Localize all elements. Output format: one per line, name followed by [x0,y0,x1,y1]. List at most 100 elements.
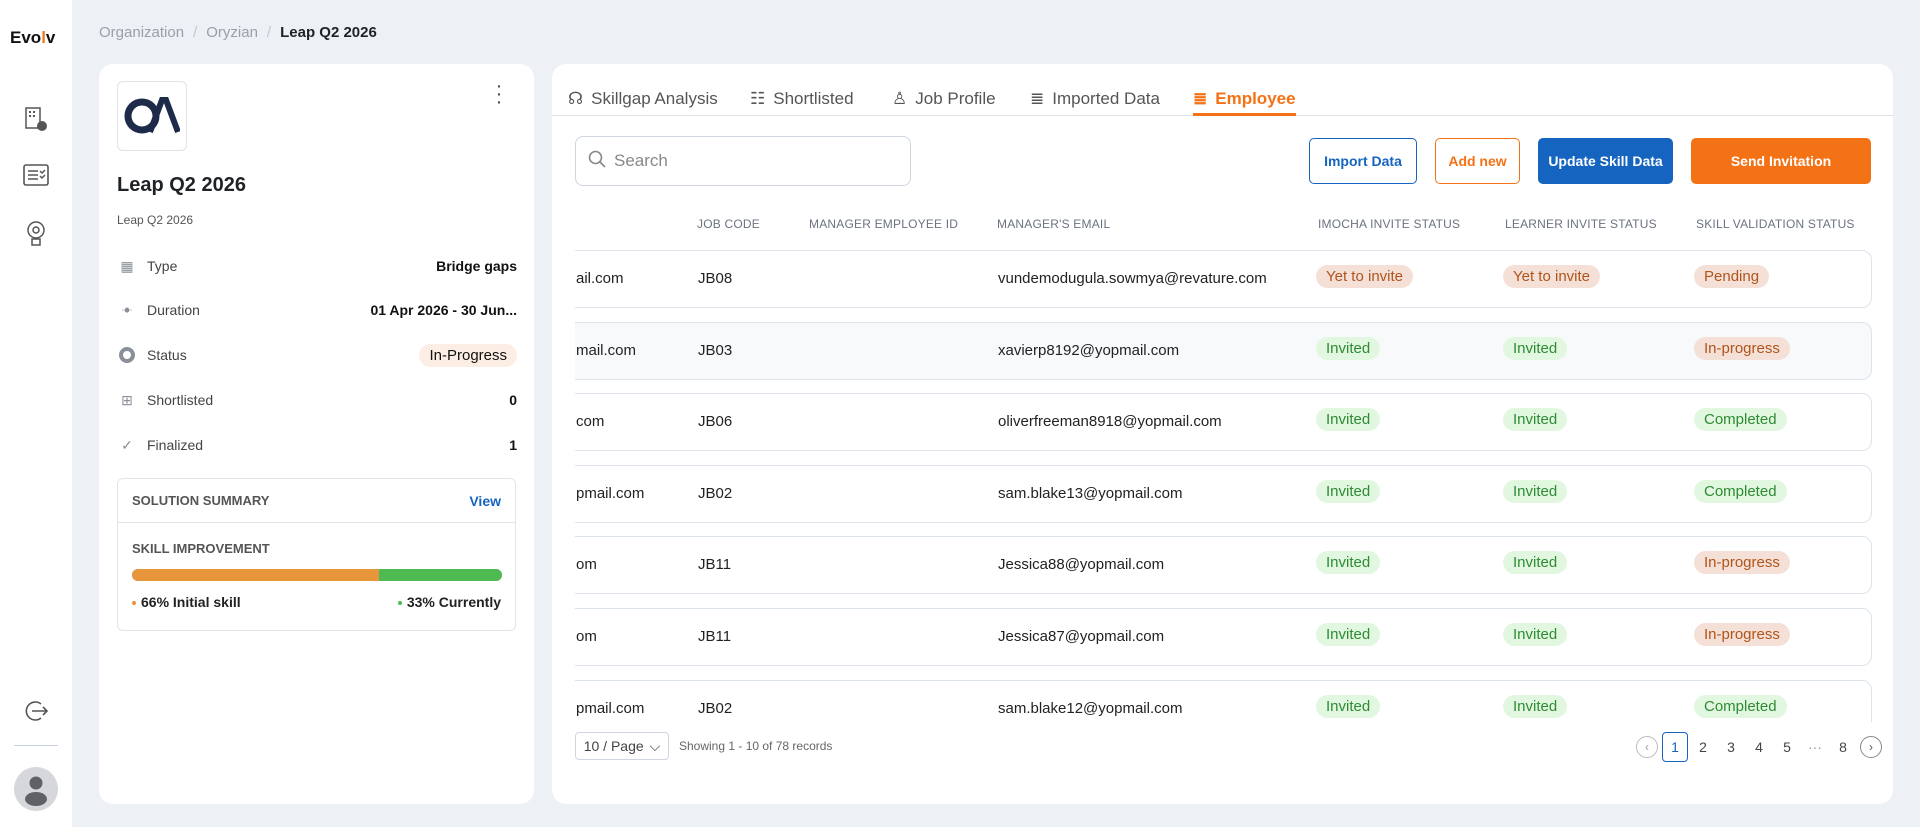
sidebar: Evolv [0,0,72,827]
imocha-status-badge: Invited [1316,479,1381,503]
person-badge-icon: ♙ [892,89,908,108]
job-code: JB08 [698,270,733,287]
info-value: 01 Apr 2026 - 30 Jun... [370,302,517,318]
employee-email: pmail.com [576,484,645,502]
table-row[interactable]: om JB11 Jessica87@yopmail.com Invited Invite… [575,608,1872,666]
employee-email: om [576,556,597,574]
info-finalized: ✓ Finalized 1 [117,433,517,457]
table-row[interactable]: ail.com JB08 vundemodugula.sowmya@revature… [575,250,1872,308]
skill-validation-badge: In-progress [1694,551,1790,575]
skill-validation-badge: Completed [1694,694,1787,718]
head-icon: ☊ [568,89,584,108]
header-manager-employee-id: MANAGER EMPLOYEE ID [809,217,959,231]
manager-email: sam.blake13@yopmail.com [998,484,1183,502]
view-link[interactable]: View [469,492,501,509]
initial-skill-fill [132,569,379,581]
database-icon: ≣ [1193,88,1208,108]
lightbulb-gear-icon[interactable] [22,219,50,247]
job-code: JB11 [698,628,732,645]
skill-validation-badge: In-progress [1694,623,1790,646]
info-label: Type [147,258,178,274]
table-row[interactable]: pmail.com JB02 sam.blake13@yopmail.com Invi… [575,464,1872,523]
table-row[interactable]: pmail.com JB02 sam.blake12@yopmail.com Invi… [575,679,1872,722]
hand-box-icon: ⊞ [121,391,133,408]
breadcrumb-organization[interactable]: Organization [99,24,185,41]
imocha-status-badge: Invited [1316,408,1381,432]
send-invitation-button[interactable]: Send Invitation [1691,138,1871,184]
job-code: JB06 [698,413,733,431]
page-4[interactable]: 4 [1755,739,1763,755]
info-label: Status [147,347,187,363]
search-icon [588,150,606,173]
breadcrumb-current: Leap Q2 2026 [280,24,377,41]
table-row[interactable]: com JB06 oliverfreeman8918@yopmail.com Invi… [575,393,1872,452]
next-page-icon[interactable]: › [1860,736,1882,758]
learner-status-badge: Invited [1503,408,1568,432]
checklist-icon: ☷ [750,89,766,108]
tab-bar: ☊ Skillgap Analysis ☷ Shortlisted ♙ Job Pro… [552,64,1893,116]
learner-status-badge: Yet to invite [1503,265,1600,288]
skill-validation-badge: Pending [1694,265,1770,288]
add-new-button[interactable]: Add new [1435,138,1520,184]
manager-email: sam.blake12@yopmail.com [998,699,1183,717]
page-1[interactable]: 1 [1662,732,1688,762]
tab-shortlisted[interactable]: ☷ Shortlisted [750,89,854,108]
manager-email: oliverfreeman8918@yopmail.com [998,413,1222,431]
prev-page-icon[interactable]: ‹ [1636,736,1658,758]
page-8[interactable]: 8 [1839,739,1847,755]
evolv-logo: Evolv [10,28,56,47]
breadcrumb-oryzian[interactable]: Oryzian [206,24,258,41]
table-row[interactable]: mail.com JB03 xavierp8192@yopmail.com Invit… [575,321,1872,380]
info-value: 1 [509,437,517,453]
info-label: Finalized [147,437,204,453]
checklist-icon[interactable] [22,161,50,189]
job-code: JB02 [698,484,733,502]
employee-email: pmail.com [576,699,645,717]
page-5[interactable]: 5 [1783,739,1791,755]
group-icon: ꔹ [121,301,133,318]
header-imocha-status: IMOCHA INVITE STATUS [1318,217,1461,231]
tab-imported-data[interactable]: ≣ Imported Data [1030,89,1160,108]
table-row[interactable]: om JB11 Jessica88@yopmail.com Invited Invite… [575,536,1872,595]
update-skill-data-button[interactable]: Update Skill Data [1538,138,1673,184]
current-skill-label: 33% Currently [397,594,501,610]
page-ellipsis[interactable]: ··· [1808,739,1822,755]
info-duration: ꔹ Duration 01 Apr 2026 - 30 Jun... [117,298,517,322]
manager-email: vundemodugula.sowmya@revature.com [998,270,1267,287]
user-avatar-icon[interactable] [14,767,58,811]
imocha-status-badge: Invited [1316,336,1381,360]
tab-job-profile[interactable]: ♙ Job Profile [892,89,996,108]
current-skill-fill [378,569,502,581]
learner-status-badge: Invited [1503,623,1568,646]
tab-employee[interactable]: ≣ Employee [1193,84,1296,116]
import-data-button[interactable]: Import Data [1309,138,1417,184]
imocha-status-badge: Yet to invite [1316,265,1413,288]
info-status: Status In-Progress [117,343,517,367]
search-input[interactable]: Search [575,136,911,186]
info-label: Duration [147,302,200,318]
employee-email: com [576,413,605,431]
employee-table: ail.com JB08 vundemodugula.sowmya@revature… [575,248,1872,722]
page-3[interactable]: 3 [1727,739,1735,755]
tab-skillgap-analysis[interactable]: ☊ Skillgap Analysis [568,89,718,108]
project-details-card: · · · Leap Q2 2026 Leap Q2 2026 ▦ Type Bridg… [99,64,534,804]
page-size-select[interactable]: 10 / Page ⌵ [575,732,669,760]
page-2[interactable]: 2 [1699,739,1707,755]
header-learner-status: LEARNER INVITE STATUS [1505,217,1657,231]
sidebar-divider [14,745,58,746]
pagination: 10 / Page ⌵ Showing 1 - 10 of 78 records … [575,732,1882,762]
logout-icon[interactable] [22,697,50,725]
header-job-code: JOB CODE [697,217,760,231]
skill-validation-badge: Completed [1694,408,1787,432]
chevron-down-icon: ⌵ [649,737,661,754]
organization-logo [117,81,187,151]
more-options-icon[interactable]: · · · [495,75,503,113]
skill-improvement-title: SKILL IMPROVEMENT [132,541,270,556]
building-gear-icon[interactable] [22,105,50,133]
imocha-status-badge: Invited [1316,551,1381,575]
employee-panel: ☊ Skillgap Analysis ☷ Shortlisted ♙ Job Pro… [552,64,1893,804]
verified-badge-icon: ✓ [121,436,133,453]
header-skill-validation-status: SKILL VALIDATION STATUS [1696,217,1855,231]
status-circle-icon [117,345,137,365]
building-icon: ▦ [120,257,134,274]
